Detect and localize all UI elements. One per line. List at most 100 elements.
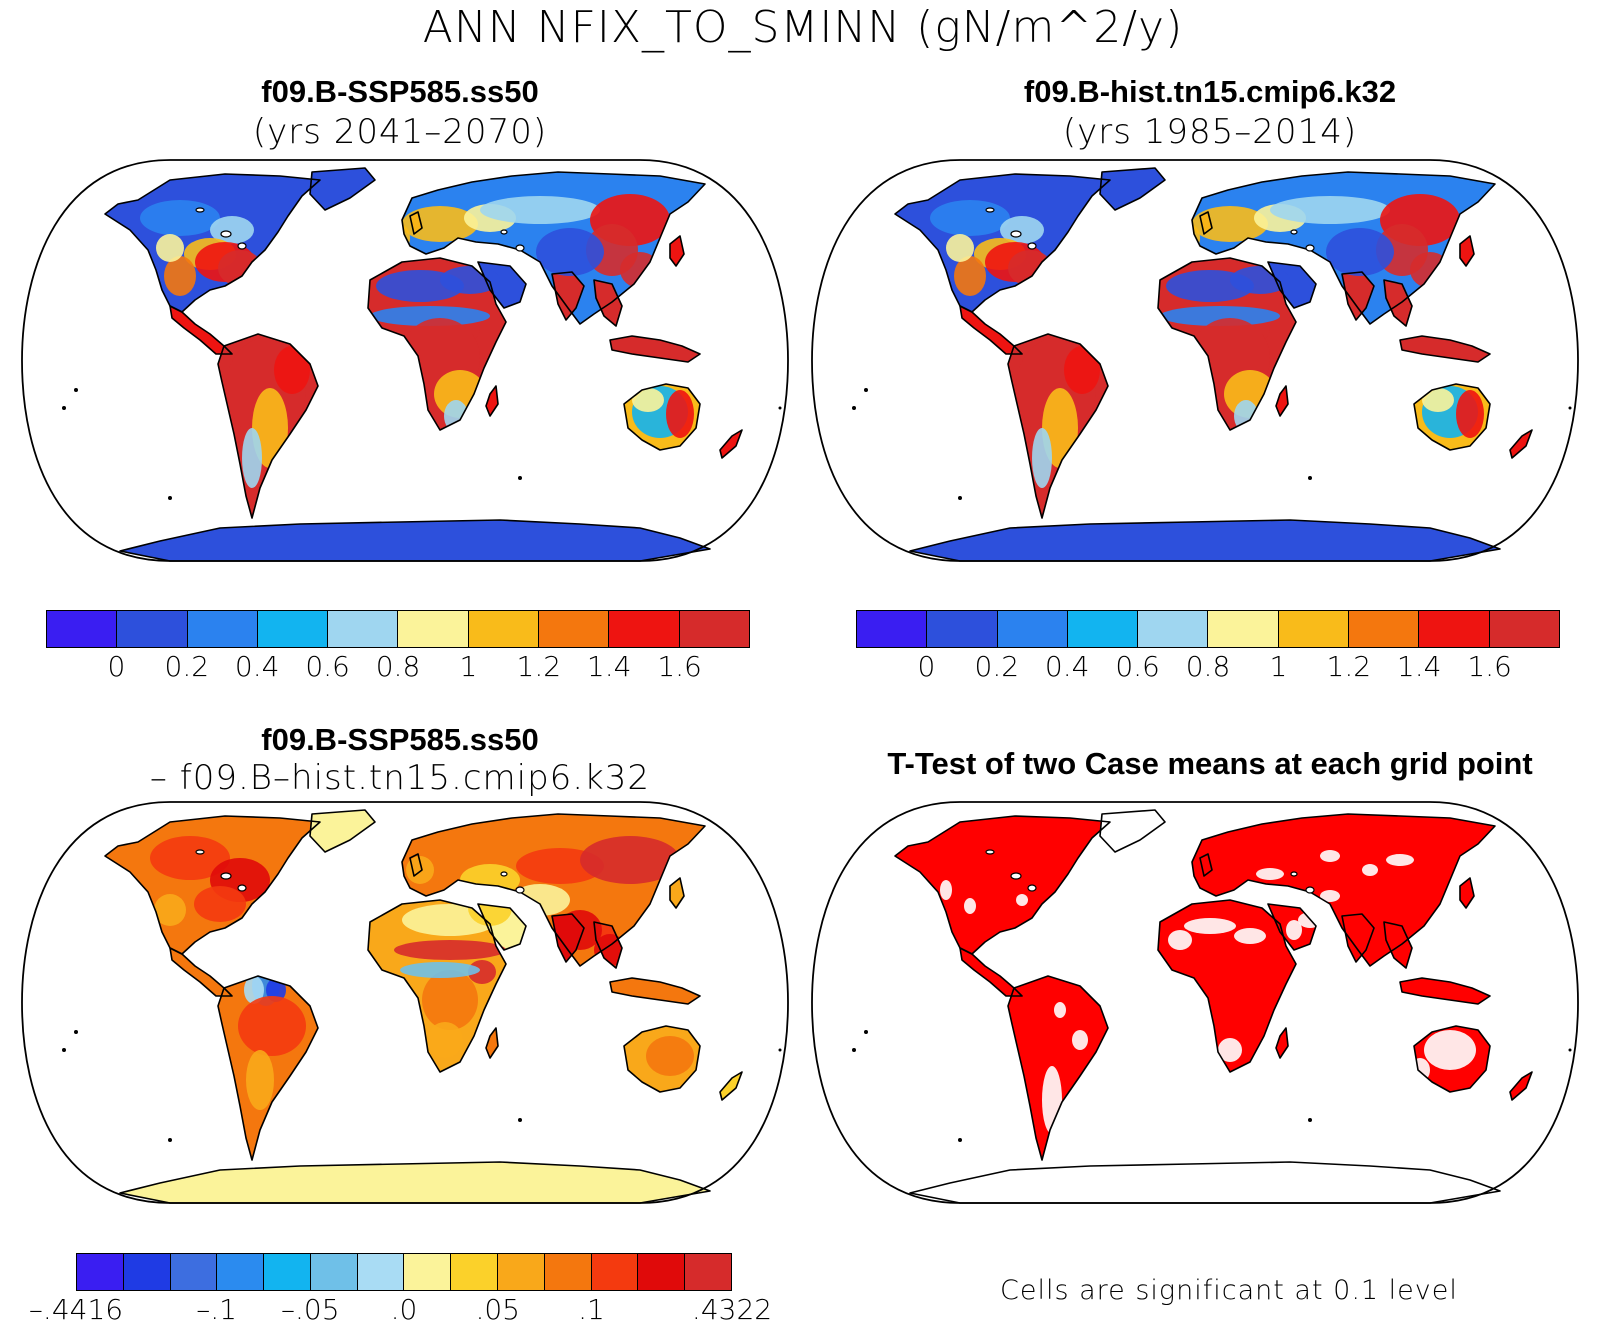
coastline-namerica	[104, 173, 321, 313]
coastline-uk	[409, 211, 423, 235]
lake	[985, 849, 995, 855]
island	[852, 406, 856, 410]
colorbar-swatch	[404, 1254, 452, 1290]
lake	[500, 229, 508, 235]
colorbar-tick-label: 0.4	[234, 650, 280, 683]
colorbar-swatch	[398, 611, 469, 647]
field-blob	[558, 910, 602, 950]
colorbar-swatch	[591, 1254, 639, 1290]
colorbar-swatch	[1349, 611, 1420, 647]
island	[1568, 1048, 1572, 1052]
coastline-uk	[409, 853, 423, 877]
field-blob	[210, 216, 254, 244]
coastline-nz	[719, 429, 743, 459]
region-antarctica	[910, 1162, 1500, 1203]
colorbar-tick-label: .0	[390, 1293, 418, 1326]
field-blob	[1320, 890, 1340, 902]
lake	[220, 230, 232, 238]
coastline-nz	[719, 1071, 743, 1101]
panel-1-subtitle: (yrs 2041–2070)	[252, 112, 548, 152]
colorbar-tick-label: 1.4	[1396, 650, 1442, 683]
field-blob	[156, 234, 184, 262]
lake	[195, 207, 205, 213]
map-frame	[811, 801, 1579, 1204]
field-blob	[1168, 930, 1192, 950]
region-nz	[720, 1072, 742, 1100]
map-panel-hist	[811, 159, 1579, 562]
coastline-madagascar	[1275, 385, 1289, 417]
coastline-namerica	[104, 815, 321, 955]
coastline-samerica	[217, 333, 319, 519]
colorbar-tick-label: 0.8	[1185, 650, 1231, 683]
field-blob	[154, 894, 186, 926]
coastline-japan	[669, 877, 685, 909]
coastline-samerica	[217, 975, 319, 1161]
colorbar-swatch	[679, 611, 749, 647]
island	[778, 1048, 782, 1052]
field-blob	[964, 898, 976, 914]
map-panel-ssp585	[21, 159, 789, 562]
colorbar-tick-label: 0	[107, 650, 126, 683]
coastline-eurasia	[401, 171, 706, 325]
lake	[220, 872, 232, 880]
island	[958, 496, 962, 500]
map-frame	[21, 159, 789, 562]
coastline-namerica	[894, 815, 1111, 955]
map-panel-ttest	[811, 801, 1579, 1204]
field-blob	[406, 856, 434, 884]
coastline-indonesia	[1399, 977, 1491, 1005]
colorbar-swatch	[498, 1254, 545, 1290]
colorbar-tick-label: 1	[459, 650, 478, 683]
colorbar-swatch	[117, 611, 188, 647]
region-greenland	[1100, 810, 1165, 852]
coastline-japan	[669, 235, 685, 267]
coastline-india	[551, 913, 585, 963]
field-blob	[632, 388, 664, 412]
region-nz	[720, 430, 742, 458]
coastline-seasia	[1383, 921, 1413, 969]
coastline-arabia	[477, 903, 527, 951]
colorbar-swatch	[1208, 611, 1279, 647]
coastline-arabia	[477, 261, 527, 309]
coastline-india	[1341, 913, 1375, 963]
coastline-japan	[1459, 235, 1475, 267]
colorbar-swatch	[1489, 611, 1559, 647]
field-pattern	[150, 836, 694, 1110]
coastline-camerica	[169, 305, 233, 355]
island	[168, 1138, 172, 1142]
coastline-nz	[1509, 429, 1533, 459]
lake	[1290, 229, 1298, 235]
region-africa	[1158, 900, 1296, 1072]
field-blob	[402, 206, 478, 242]
lake	[985, 207, 995, 213]
colorbar-swatch	[857, 611, 928, 647]
lake	[1290, 871, 1298, 877]
island	[518, 476, 522, 480]
lake	[500, 871, 508, 877]
field-blob	[238, 996, 306, 1056]
coastline-madagascar	[485, 385, 499, 417]
colorbar-tick-label: .1	[578, 1293, 605, 1326]
coastline-arabia	[1267, 903, 1317, 951]
colorbar-tick-label: 1.6	[1467, 650, 1512, 683]
field-blob	[400, 962, 480, 978]
island	[778, 406, 782, 410]
field-pattern	[930, 194, 1484, 488]
field-blob	[1160, 306, 1280, 326]
island	[1308, 1118, 1312, 1122]
field-blob	[930, 200, 1010, 236]
field-blob	[427, 1022, 463, 1058]
field-blob	[1320, 850, 1340, 862]
island	[1568, 406, 1572, 410]
region-camerica	[170, 948, 232, 996]
coastline-madagascar	[485, 1027, 499, 1059]
island	[518, 1118, 522, 1122]
colorbar-swatch	[123, 1254, 171, 1290]
region-camerica	[170, 306, 232, 354]
coastline-indonesia	[1399, 335, 1491, 363]
field-blob	[1218, 1038, 1242, 1062]
coastline-samerica	[1007, 333, 1109, 519]
map-panel-difference	[21, 801, 789, 1204]
coastline-madagascar	[1275, 1027, 1289, 1059]
map-frame	[21, 801, 789, 1204]
